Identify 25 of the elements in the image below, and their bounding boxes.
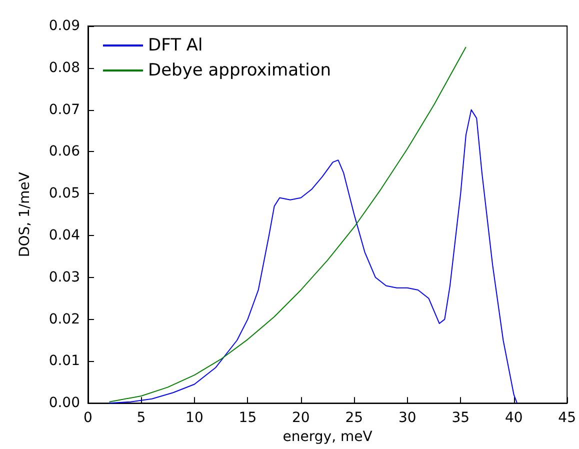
x-tick-label: 40 [504,410,523,426]
x-tick-label: 5 [136,410,146,426]
x-tick-label: 35 [452,410,470,426]
x-tick-label: 10 [186,410,204,426]
x-tick-label: 20 [292,410,310,426]
y-tick-label: 0.04 [48,228,80,244]
x-tick-label: 25 [345,410,364,426]
y-tick-label: 0.02 [48,311,80,328]
y-tick-label: 0.08 [48,60,80,76]
x-tick-label: 30 [398,410,416,426]
y-tick-label: 0.07 [48,102,80,118]
legend-label: Debye approximation [148,60,332,80]
legend-label: DFT Al [148,36,203,56]
x-tick-label: 0 [84,410,92,426]
y-tick-label: 0.09 [48,18,80,34]
y-axis-title: DOS, 1/meV [17,172,33,258]
y-tick-label: 0.03 [48,269,80,286]
x-tick-label: 45 [558,410,576,426]
y-tick-label: 0.05 [48,186,80,202]
x-axis-title: energy, meV [282,429,373,445]
x-tick-label: 15 [238,410,257,426]
y-tick-label: 0.06 [48,144,80,160]
y-tick-label: 0.00 [48,395,80,412]
line-series [108,109,518,404]
y-tick-label: 0.01 [48,353,80,370]
